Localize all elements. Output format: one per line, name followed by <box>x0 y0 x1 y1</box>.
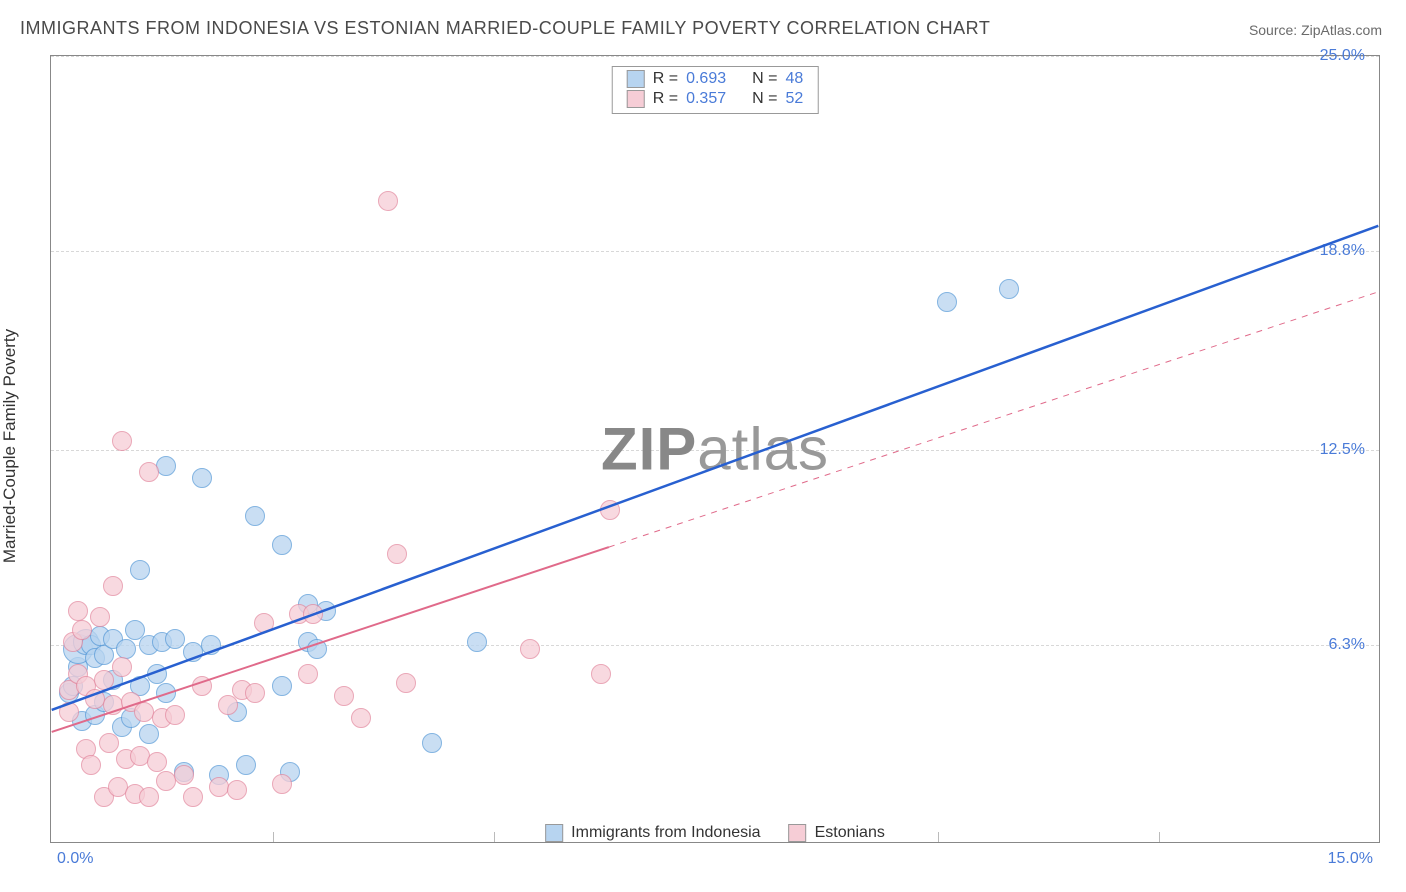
data-point-blue <box>307 639 327 659</box>
chart-title: IMMIGRANTS FROM INDONESIA VS ESTONIAN MA… <box>20 18 990 39</box>
grid-line-h <box>51 251 1379 252</box>
data-point-pink <box>520 639 540 659</box>
data-point-blue <box>130 560 150 580</box>
data-point-blue <box>245 506 265 526</box>
legend-swatch <box>627 90 645 108</box>
grid-line-h <box>51 450 1379 451</box>
x-tick-label: 15.0% <box>1328 850 1373 868</box>
data-point-blue <box>422 733 442 753</box>
data-point-blue <box>165 629 185 649</box>
data-point-pink <box>94 670 114 690</box>
series-legend: Immigrants from Indonesia Estonians <box>537 824 893 842</box>
data-point-blue <box>116 639 136 659</box>
data-point-blue <box>201 635 221 655</box>
grid-line-h <box>51 645 1379 646</box>
data-point-blue <box>147 664 167 684</box>
legend-row-pink: R = 0.357 N = 52 <box>627 89 804 109</box>
x-minor-tick <box>938 832 939 842</box>
x-tick-label: 0.0% <box>57 850 93 868</box>
data-point-blue <box>467 632 487 652</box>
data-point-pink <box>245 683 265 703</box>
data-point-pink <box>165 705 185 725</box>
data-point-blue <box>236 755 256 775</box>
data-point-pink <box>112 431 132 451</box>
data-point-pink <box>303 604 323 624</box>
data-point-pink <box>218 695 238 715</box>
data-point-blue <box>937 292 957 312</box>
data-point-pink <box>147 752 167 772</box>
data-point-pink <box>387 544 407 564</box>
legend-item-blue: Immigrants from Indonesia <box>545 824 760 842</box>
data-point-pink <box>227 780 247 800</box>
data-point-pink <box>174 765 194 785</box>
y-axis-title: Married-Couple Family Poverty <box>0 329 20 563</box>
data-point-pink <box>139 462 159 482</box>
legend-r-value: 0.693 <box>686 70 726 88</box>
legend-n-value: 52 <box>785 90 803 108</box>
data-point-pink <box>192 676 212 696</box>
data-point-blue <box>999 279 1019 299</box>
data-point-pink <box>600 500 620 520</box>
data-point-pink <box>334 686 354 706</box>
data-point-pink <box>99 733 119 753</box>
data-point-pink <box>254 613 274 633</box>
data-point-pink <box>591 664 611 684</box>
data-point-pink <box>112 657 132 677</box>
data-point-pink <box>183 787 203 807</box>
data-point-pink <box>378 191 398 211</box>
data-point-blue <box>272 535 292 555</box>
data-point-pink <box>298 664 318 684</box>
legend-swatch <box>789 824 807 842</box>
legend-swatch <box>545 824 563 842</box>
data-point-pink <box>72 620 92 640</box>
data-point-pink <box>81 755 101 775</box>
data-point-pink <box>351 708 371 728</box>
data-point-pink <box>90 607 110 627</box>
x-minor-tick <box>273 832 274 842</box>
x-minor-tick <box>494 832 495 842</box>
plot-area: 6.3%12.5%18.8%25.0%0.0%15.0% ZIPatlas R … <box>50 55 1380 843</box>
correlation-legend: R = 0.693 N = 48 R = 0.357 N = 52 <box>612 66 819 114</box>
data-point-pink <box>272 774 292 794</box>
x-minor-tick <box>1159 832 1160 842</box>
data-point-pink <box>103 576 123 596</box>
legend-n-value: 48 <box>785 70 803 88</box>
data-point-pink <box>396 673 416 693</box>
legend-r-value: 0.357 <box>686 90 726 108</box>
y-tick-label: 25.0% <box>1320 47 1365 65</box>
y-tick-label: 12.5% <box>1320 441 1365 459</box>
legend-series-name: Immigrants from Indonesia <box>571 824 760 842</box>
data-point-blue <box>156 456 176 476</box>
legend-n-label: N = <box>752 70 777 88</box>
y-tick-label: 18.8% <box>1320 242 1365 260</box>
data-point-pink <box>139 787 159 807</box>
legend-item-pink: Estonians <box>789 824 885 842</box>
legend-r-label: R = <box>653 90 678 108</box>
data-point-blue <box>156 683 176 703</box>
y-tick-label: 6.3% <box>1329 636 1365 654</box>
data-point-pink <box>103 695 123 715</box>
data-point-pink <box>68 601 88 621</box>
source-label: Source: ZipAtlas.com <box>1249 22 1382 38</box>
data-point-blue <box>272 676 292 696</box>
legend-r-label: R = <box>653 70 678 88</box>
data-point-pink <box>59 702 79 722</box>
legend-n-label: N = <box>752 90 777 108</box>
data-point-blue <box>139 724 159 744</box>
data-point-blue <box>192 468 212 488</box>
legend-series-name: Estonians <box>815 824 885 842</box>
legend-row-blue: R = 0.693 N = 48 <box>627 69 804 89</box>
grid-line-h <box>51 56 1379 57</box>
legend-swatch <box>627 70 645 88</box>
